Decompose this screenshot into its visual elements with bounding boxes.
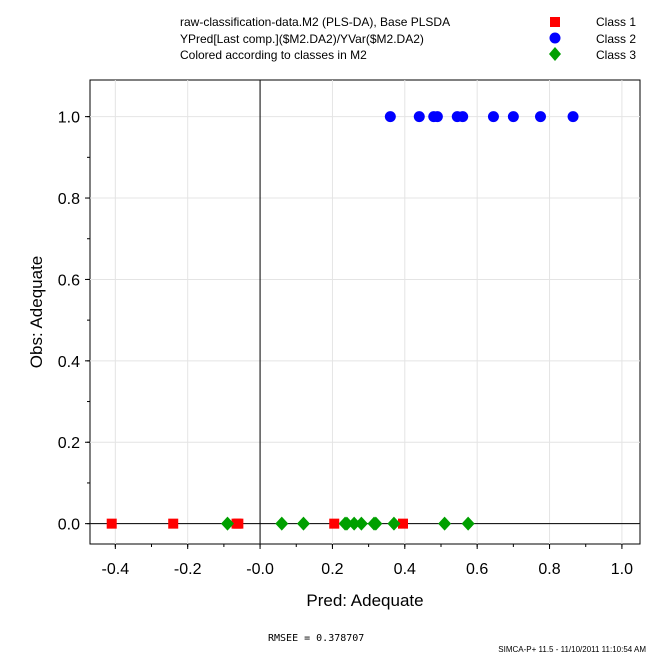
point-class-2 (487, 111, 499, 123)
rmsee-readout: RMSEE = 0.378707 (268, 633, 364, 644)
point-class-3 (461, 516, 475, 531)
point-class-1 (168, 518, 179, 529)
legend-class-3-label: Class 3 (596, 48, 636, 62)
point-class-2 (384, 111, 396, 123)
point-class-3 (387, 516, 401, 531)
x-axis-label: Pred: Adequate (306, 591, 423, 610)
point-class-2 (413, 111, 425, 123)
point-class-1 (329, 518, 340, 529)
plot-area (89, 79, 641, 545)
point-class-3 (221, 516, 234, 531)
point-class-3 (354, 516, 368, 531)
point-class-2 (507, 111, 519, 123)
x-tick-label: 0.2 (321, 561, 343, 578)
x-tick-label: -0.4 (102, 561, 130, 578)
x-tick-label: 0.4 (394, 561, 416, 578)
chart-title-line-1: raw-classification-data.M2 (PLS-DA), Bas… (180, 15, 450, 29)
grid (90, 80, 640, 544)
legend-class-1-marker (550, 17, 560, 27)
y-axis: 0.0 0.2 0.4 0.6 0.8 1.0 (58, 110, 90, 534)
y-tick-label: 0.0 (58, 517, 80, 534)
legend-class-3-marker (549, 47, 561, 61)
point-class-1 (233, 518, 244, 529)
y-tick-label: 0.2 (58, 435, 80, 452)
x-tick-label: -0.0 (246, 561, 274, 578)
x-tick-label: 0.6 (466, 561, 488, 578)
point-class-1 (106, 518, 117, 529)
legend-class-2-label: Class 2 (596, 32, 636, 46)
data-points (106, 111, 579, 531)
chart-title-line-3: Colored according to classes in M2 (180, 48, 367, 62)
legend-class-2-marker (549, 32, 561, 44)
point-class-2 (431, 111, 443, 123)
point-class-2 (534, 111, 546, 123)
y-tick-label: 0.8 (58, 191, 80, 208)
chart-title-line-2: YPred[Last comp.]($M2.DA2)/YVar($M2.DA2) (180, 32, 424, 46)
x-tick-label: 1.0 (611, 561, 633, 578)
legend: Class 1 Class 2 Class 3 (549, 15, 636, 62)
y-tick-label: 1.0 (58, 110, 80, 127)
point-class-3 (369, 516, 383, 531)
y-axis-label: Obs: Adequate (27, 256, 46, 368)
legend-class-1-label: Class 1 (596, 15, 636, 29)
x-tick-label: 0.8 (538, 561, 560, 578)
x-axis: -0.4 -0.2 -0.0 0.2 0.4 0.6 0.8 1.0 (102, 544, 633, 578)
point-class-1 (397, 518, 408, 529)
point-class-2 (457, 111, 469, 123)
point-class-3 (296, 516, 310, 531)
point-class-3 (275, 516, 289, 531)
x-tick-label: -0.2 (174, 561, 202, 578)
point-class-3 (438, 516, 452, 531)
point-class-3 (340, 516, 354, 531)
y-tick-label: 0.6 (58, 272, 80, 289)
software-timestamp: SIMCA-P+ 11.5 - 11/10/2011 11:10:54 AM (498, 645, 646, 654)
point-class-3 (347, 516, 361, 531)
y-tick-label: 0.4 (58, 354, 80, 371)
point-class-2 (567, 111, 579, 123)
